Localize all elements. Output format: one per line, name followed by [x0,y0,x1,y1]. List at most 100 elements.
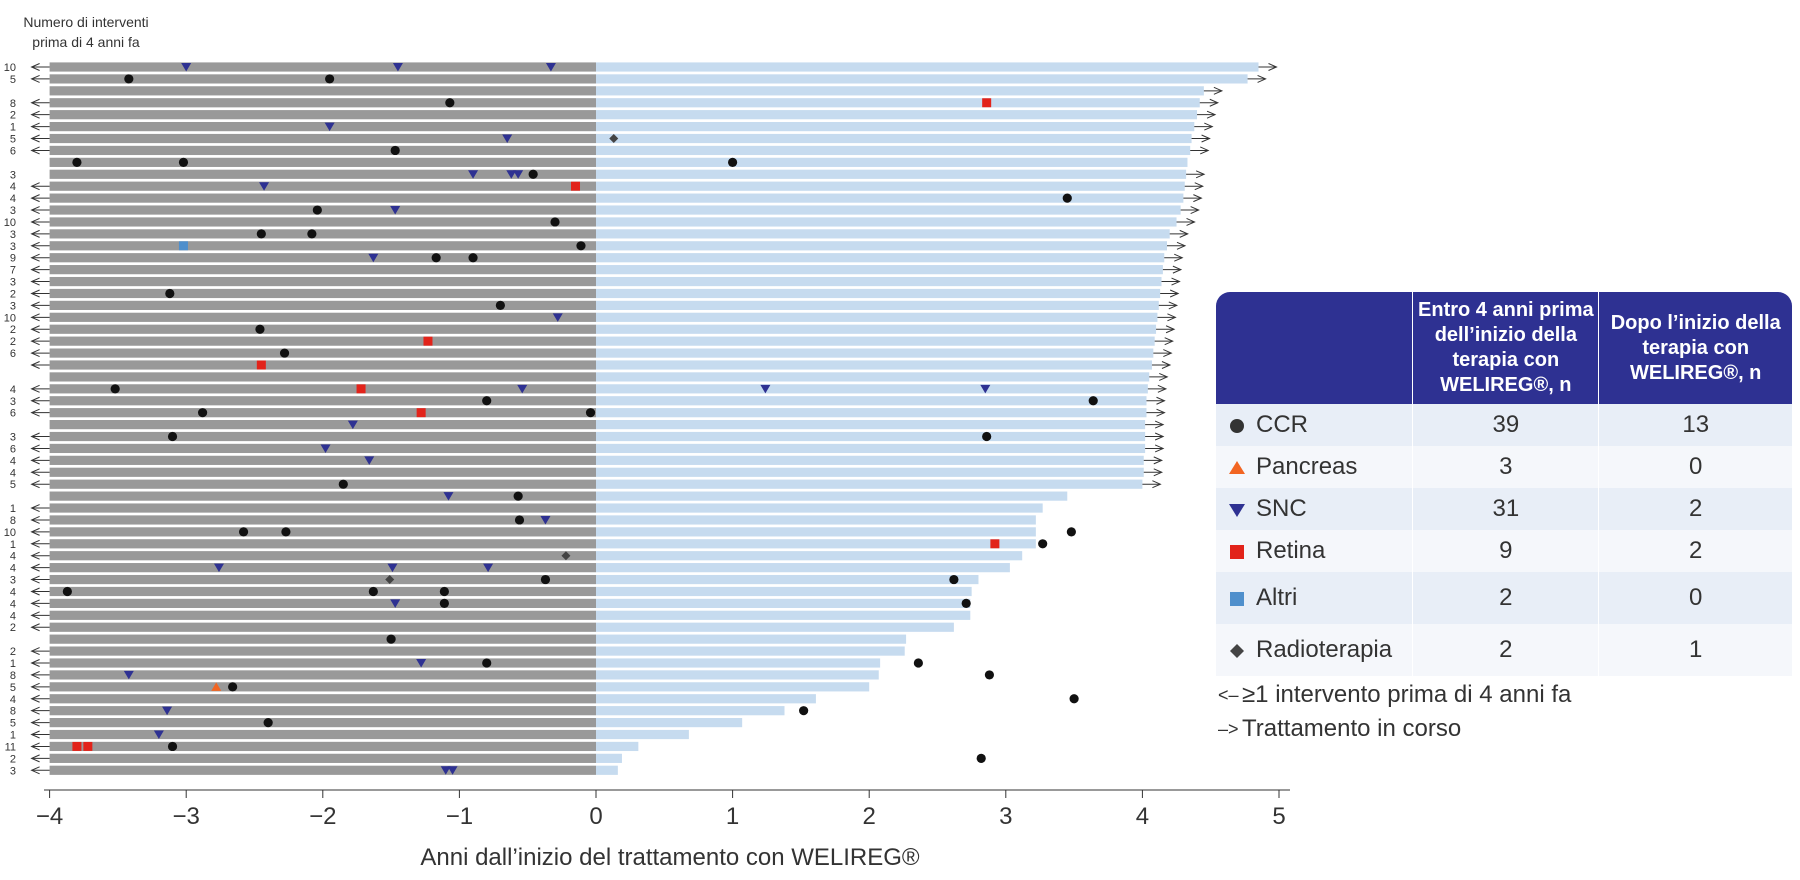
bar-pre [49,74,597,84]
legend-row-retina: Retina 9 2 [1216,530,1792,572]
bar-post [596,706,785,716]
arrow-right-head [1168,301,1179,310]
arrow-left-head [30,551,40,560]
legend-after-value: 13 [1598,404,1792,446]
note-right-text: Trattamento in corso [1242,715,1462,743]
legend-before-value: 39 [1412,404,1599,446]
bar-pre [49,348,597,358]
arrow-right-head [1171,277,1181,286]
arrow-left-head [30,63,40,71]
arrow-right-head [1172,265,1183,274]
marker-ccr [279,348,290,358]
x-tick-label: −2 [309,803,336,830]
bar-post [596,729,689,740]
legend-symbol [1230,591,1244,606]
left-arrow-icon: <– [1218,685,1239,706]
marker-radioterapia [561,551,571,561]
legend-row-pancreas: Pancreas 3 0 [1216,446,1792,488]
bar-post [596,479,1143,489]
bar-post [596,610,971,620]
row-label: 2 [10,753,16,765]
bar-post [596,658,881,668]
arrow-right-head [1154,444,1165,453]
arrow-right-head [1268,63,1278,71]
row-label: 4 [10,694,16,706]
notes: <– ≥1 intervento prima di 4 anni fa –> Tra… [1218,678,1571,746]
bar-post [596,193,1184,203]
marker-ccr [228,682,238,692]
arrow-right-head [1154,432,1165,441]
bar-pre [49,467,597,477]
bar-post [596,539,1036,549]
row-label: 8 [10,706,16,718]
row-label: 8 [10,670,16,682]
arrow-left-head [30,194,40,203]
marker-ccr [961,598,971,609]
row-label: 3 [10,765,16,777]
arrow-left-head [30,182,40,191]
arrow-right-head [1186,218,1196,226]
x-tick-label: 5 [1272,803,1285,830]
marker-snc [513,170,524,179]
bar-pre [49,98,597,108]
arrow-left-head [30,706,40,715]
marker-ccr [386,634,396,644]
arrow-left-head [30,110,40,119]
bar-post [596,515,1036,525]
legend-after-value: 0 [1598,446,1792,488]
marker-retina [571,181,581,191]
legend-label: Pancreas [1256,453,1358,480]
bar-pre [49,384,597,394]
legend-symbol [1230,544,1244,559]
bar-pre [49,169,597,179]
bar-post [596,741,639,752]
square-icon [1230,591,1244,606]
marker-ccr [312,205,322,215]
arrow-left-head [30,659,40,667]
bar-pre [49,491,597,501]
row-label: 8 [10,98,16,110]
bar-pre [49,479,597,489]
bar-post [596,551,1023,561]
arrow-left-head [30,611,40,620]
arrow-right-head [1257,74,1267,83]
arrow-right-head [1194,182,1204,191]
legend-after-value: 0 [1598,572,1792,624]
bar-post [596,157,1188,167]
bar-pre [49,133,597,144]
marker-snc [364,456,375,465]
marker-ccr [263,718,273,728]
bar-pre [49,670,597,680]
marker-ccr [482,396,492,406]
row-label: 9 [10,253,16,265]
marker-ccr [197,408,208,418]
arrow-right-head [1213,86,1224,95]
legend-row-snc: SNC 31 2 [1216,488,1792,530]
x-axis: −4 −3 −2 −1 0 1 2 3 4 5 [36,789,1290,830]
bar-pre [49,241,597,251]
marker-retina [416,408,426,418]
marker-snc [153,730,164,740]
marker-ccr [439,586,449,597]
bar-pre [49,718,597,728]
bar-post [596,312,1158,322]
arrow-right-head [1200,146,1210,155]
marker-snc [468,170,479,179]
row-label: 2 [10,288,16,300]
bar-post [596,145,1191,156]
triangle-down-icon [1229,503,1245,517]
bar-pre [49,527,597,537]
marker-radioterapia [385,575,395,585]
x-tick-label: 4 [1136,803,1149,830]
arrow-right-head [1209,98,1220,107]
bar-pre [49,455,597,465]
row-label: 3 [10,205,16,217]
row-label: 5 [10,682,16,694]
arrow-right-head [1174,253,1184,262]
arrow-left-head [30,647,40,656]
arrow-right-head [1201,134,1211,143]
marker-snc [760,384,771,394]
bar-pre [49,324,597,334]
arrow-right-head [1156,396,1166,405]
marker-snc [416,659,427,668]
